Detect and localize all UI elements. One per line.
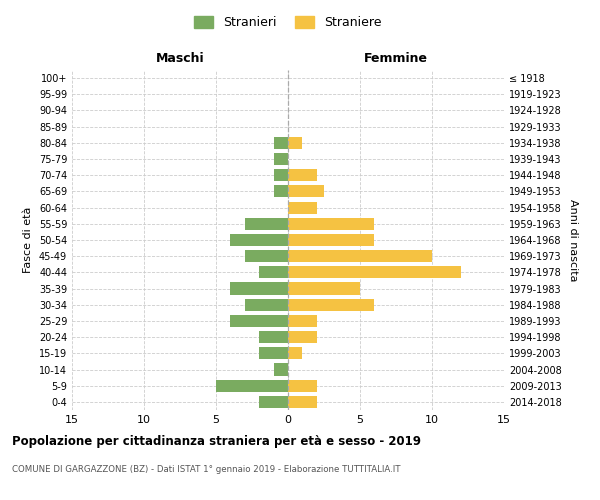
Bar xyxy=(288,282,360,294)
Bar xyxy=(288,186,324,198)
Bar xyxy=(288,169,317,181)
Bar xyxy=(259,348,288,360)
Bar xyxy=(288,250,432,262)
Bar xyxy=(259,266,288,278)
Bar xyxy=(245,298,288,311)
Text: Popolazione per cittadinanza straniera per età e sesso - 2019: Popolazione per cittadinanza straniera p… xyxy=(12,435,421,448)
Bar xyxy=(274,153,288,165)
Bar xyxy=(288,396,317,408)
Bar xyxy=(230,234,288,246)
Bar xyxy=(288,380,317,392)
Bar xyxy=(288,137,302,149)
Bar xyxy=(274,169,288,181)
Bar xyxy=(259,396,288,408)
Bar xyxy=(288,218,374,230)
Bar xyxy=(274,186,288,198)
Text: Maschi: Maschi xyxy=(155,52,205,65)
Bar xyxy=(288,234,374,246)
Bar xyxy=(288,348,302,360)
Y-axis label: Fasce di età: Fasce di età xyxy=(23,207,33,273)
Bar xyxy=(230,282,288,294)
Bar xyxy=(230,315,288,327)
Bar xyxy=(245,218,288,230)
Bar xyxy=(259,331,288,343)
Text: COMUNE DI GARGAZZONE (BZ) - Dati ISTAT 1° gennaio 2019 - Elaborazione TUTTITALIA: COMUNE DI GARGAZZONE (BZ) - Dati ISTAT 1… xyxy=(12,465,401,474)
Bar xyxy=(274,364,288,376)
Bar xyxy=(288,315,317,327)
Legend: Stranieri, Straniere: Stranieri, Straniere xyxy=(190,11,386,34)
Text: Femmine: Femmine xyxy=(364,52,428,65)
Y-axis label: Anni di nascita: Anni di nascita xyxy=(568,198,578,281)
Bar xyxy=(274,137,288,149)
Bar xyxy=(288,202,317,213)
Bar xyxy=(288,298,374,311)
Bar xyxy=(288,266,461,278)
Bar xyxy=(216,380,288,392)
Bar xyxy=(288,331,317,343)
Bar xyxy=(245,250,288,262)
